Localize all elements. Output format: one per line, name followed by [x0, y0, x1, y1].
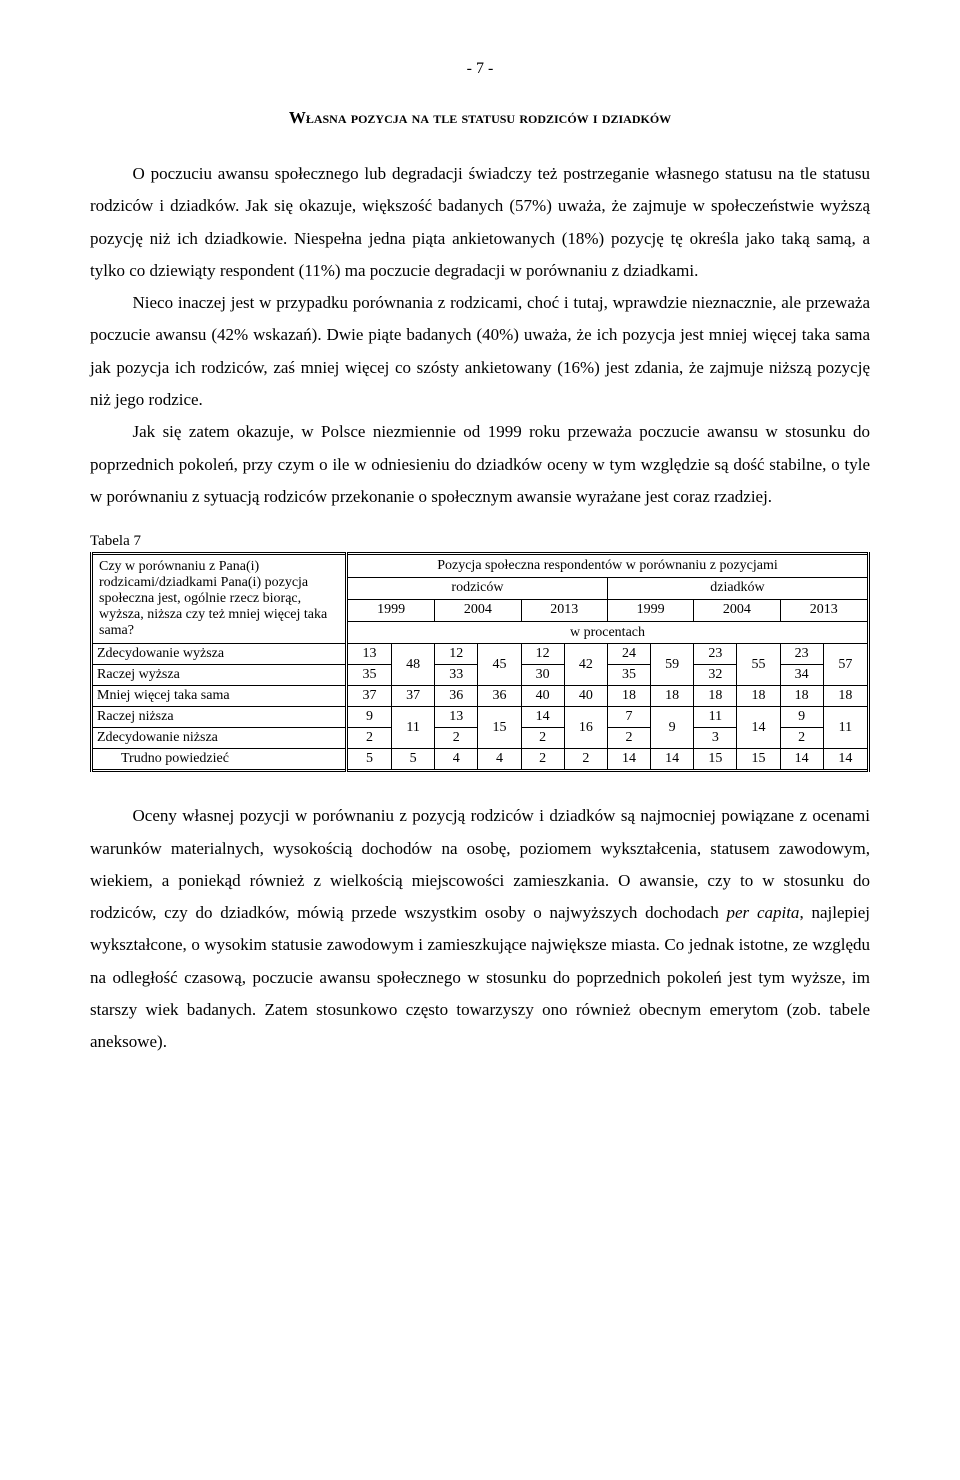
table-cell: 2	[780, 728, 823, 749]
table-unit: w procentach	[347, 622, 869, 644]
table-year: 2013	[521, 599, 607, 621]
document-page: - 7 - Własna pozycja na tle statusu rodz…	[0, 0, 960, 1119]
table-cell: 59	[651, 644, 694, 686]
paragraph-3: Jak się zatem okazuje, w Polsce niezmien…	[90, 416, 870, 513]
table-cell: 5	[392, 749, 435, 771]
table-caption: Tabela 7	[90, 533, 870, 550]
table-cell: 18	[651, 686, 694, 707]
table-cell: 30	[521, 665, 564, 686]
table-cell: 9	[347, 707, 392, 728]
p4-italic: per capita	[727, 903, 800, 922]
table-cell: 33	[435, 665, 478, 686]
paragraph-1: O poczuciu awansu społecznego lub degrad…	[90, 158, 870, 287]
table-cell: 4	[435, 749, 478, 771]
table-cell: 9	[780, 707, 823, 728]
table-header-main: Pozycja społeczna respondentów w porówna…	[347, 554, 869, 577]
table-cell: 5	[347, 749, 392, 771]
table-cell: 11	[823, 707, 868, 749]
table-row-label: Zdecydowanie wyższa	[92, 644, 347, 665]
table-cell: 18	[694, 686, 737, 707]
table-year: 1999	[347, 599, 435, 621]
table-cell: 2	[347, 728, 392, 749]
table-cell: 3	[694, 728, 737, 749]
table-cell: 11	[694, 707, 737, 728]
page-number: - 7 -	[90, 60, 870, 78]
table-cell: 15	[478, 707, 521, 749]
table-cell: 15	[737, 749, 780, 771]
table-row-label: Mniej więcej taka sama	[92, 686, 347, 707]
table-cell: 36	[478, 686, 521, 707]
paragraph-4: Oceny własnej pozycji w porównaniu z poz…	[90, 800, 870, 1058]
table-year: 2013	[780, 599, 868, 621]
table-cell: 4	[478, 749, 521, 771]
table-cell: 36	[435, 686, 478, 707]
table-question: Czy w porównaniu z Pana(i) rodzicami/dzi…	[92, 554, 347, 644]
table-cell: 24	[607, 644, 650, 665]
table-header-group1: rodziców	[347, 577, 608, 599]
table-cell: 2	[607, 728, 650, 749]
table-cell: 18	[823, 686, 868, 707]
section-title: Własna pozycja na tle statusu rodziców i…	[90, 108, 870, 128]
table-cell: 14	[651, 749, 694, 771]
table-cell: 18	[737, 686, 780, 707]
table-row-label: Trudno powiedzieć	[92, 749, 347, 771]
table-header-group2: dziadków	[607, 577, 868, 599]
table-cell: 42	[564, 644, 607, 686]
table-row-label: Zdecydowanie niższa	[92, 728, 347, 749]
table-cell: 14	[780, 749, 823, 771]
table-cell: 11	[392, 707, 435, 749]
table-cell: 57	[823, 644, 868, 686]
table-cell: 14	[607, 749, 650, 771]
p4-part2: , najlepiej wykształcone, o wysokim stat…	[90, 903, 870, 1051]
table-row-label: Raczej wyższa	[92, 665, 347, 686]
table-cell: 15	[694, 749, 737, 771]
table-cell: 14	[737, 707, 780, 749]
table-cell: 2	[521, 728, 564, 749]
table-cell: 23	[694, 644, 737, 665]
table-cell: 37	[347, 686, 392, 707]
table-cell: 18	[607, 686, 650, 707]
table-cell: 2	[564, 749, 607, 771]
table-cell: 2	[521, 749, 564, 771]
table-cell: 12	[521, 644, 564, 665]
table-cell: 2	[435, 728, 478, 749]
table-cell: 48	[392, 644, 435, 686]
table-year: 2004	[435, 599, 521, 621]
table-cell: 34	[780, 665, 823, 686]
data-table: Czy w porównaniu z Pana(i) rodzicami/dzi…	[90, 552, 870, 772]
table-year: 1999	[607, 599, 693, 621]
table-year: 2004	[694, 599, 780, 621]
table-cell: 9	[651, 707, 694, 749]
table-cell: 45	[478, 644, 521, 686]
table-cell: 14	[521, 707, 564, 728]
table-cell: 14	[823, 749, 868, 771]
table-cell: 40	[564, 686, 607, 707]
table-cell: 13	[347, 644, 392, 665]
table-cell: 35	[607, 665, 650, 686]
table-row-label: Raczej niższa	[92, 707, 347, 728]
paragraph-2: Nieco inaczej jest w przypadku porównani…	[90, 287, 870, 416]
table-cell: 35	[347, 665, 392, 686]
table-cell: 7	[607, 707, 650, 728]
table-cell: 12	[435, 644, 478, 665]
table-cell: 37	[392, 686, 435, 707]
table-cell: 16	[564, 707, 607, 749]
table-cell: 13	[435, 707, 478, 728]
table-cell: 32	[694, 665, 737, 686]
table-cell: 40	[521, 686, 564, 707]
table-cell: 55	[737, 644, 780, 686]
table-cell: 23	[780, 644, 823, 665]
table-cell: 18	[780, 686, 823, 707]
